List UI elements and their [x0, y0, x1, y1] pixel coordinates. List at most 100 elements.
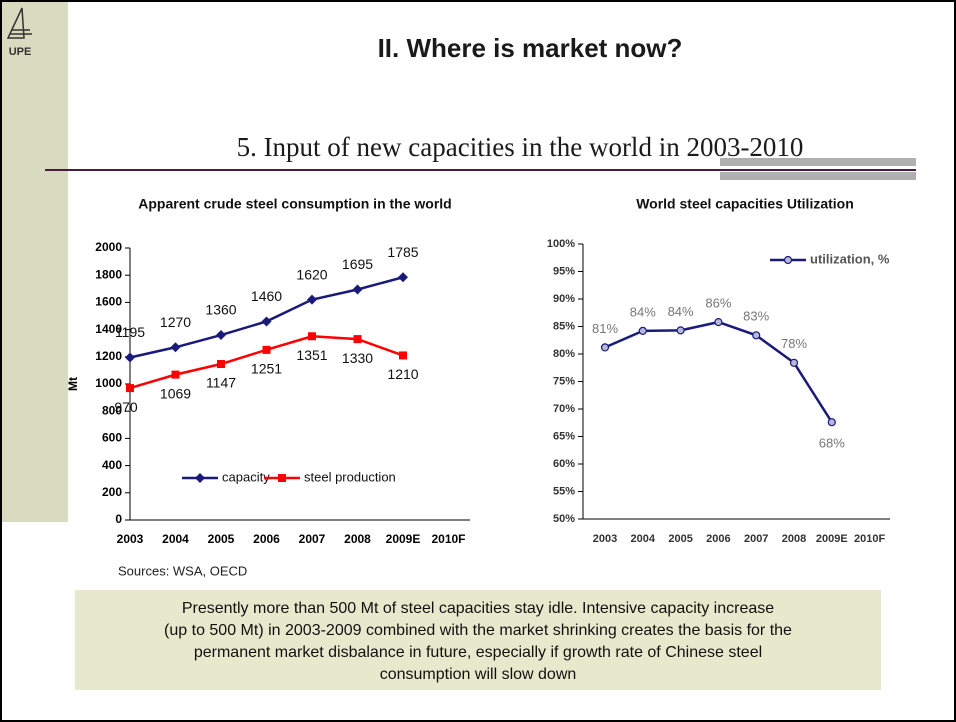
data-label: 1210	[387, 366, 418, 382]
legend-label: capacity	[222, 469, 270, 484]
marker	[171, 370, 180, 379]
x-tick-label: 2007	[299, 532, 326, 546]
legend-label: steel production	[304, 469, 396, 484]
data-label: 84%	[630, 304, 656, 319]
y-tick-label: 2000	[95, 240, 122, 254]
marker	[125, 352, 135, 363]
marker	[353, 335, 362, 344]
marker	[398, 272, 408, 283]
marker	[783, 255, 793, 265]
marker	[261, 316, 272, 327]
side-bar	[2, 2, 68, 522]
x-tick-label: 2004	[162, 532, 189, 546]
y-tick-label: 75%	[553, 375, 575, 387]
x-tick-label: 2010F	[431, 532, 465, 546]
data-label: 68%	[819, 436, 845, 451]
marker	[752, 331, 761, 340]
deco-bar	[720, 172, 916, 180]
x-tick-label: 2008	[344, 532, 371, 546]
marker	[195, 473, 205, 483]
marker	[307, 294, 317, 305]
x-tick-label: 2003	[593, 533, 617, 545]
marker	[399, 351, 407, 360]
x-tick-label: 2006	[253, 532, 280, 546]
marker	[676, 326, 685, 335]
data-label: 1147	[206, 375, 236, 391]
y-tick-label: 0	[115, 512, 122, 526]
x-tick-label: 2005	[668, 533, 692, 545]
chart-title: Apparent crude steel consumption in the …	[138, 196, 451, 212]
x-tick-label: 2008	[782, 533, 806, 545]
marker	[278, 474, 286, 482]
data-label: 86%	[705, 296, 731, 311]
marker	[308, 332, 316, 341]
logo-text: UPE	[9, 46, 32, 58]
y-tick-label: 200	[102, 485, 122, 499]
note-line: Presently more than 500 Mt of steel capa…	[182, 600, 774, 617]
logo: UPE	[6, 7, 32, 58]
sources: Sources: WSA, OECD	[118, 563, 247, 578]
note-line: consumption will slow down	[380, 666, 577, 683]
x-tick-label: 2010F	[854, 533, 885, 545]
marker	[216, 330, 226, 341]
marker	[170, 342, 181, 353]
y-tick-label: 55%	[553, 485, 575, 497]
chart-title: World steel capacities Utilization	[636, 196, 854, 212]
x-tick-label: 2009E	[816, 533, 848, 545]
data-label: 81%	[592, 321, 618, 336]
y-tick-label: 70%	[553, 403, 575, 415]
note-line: permanent market disbalance in future, e…	[194, 644, 762, 661]
data-label: 83%	[743, 309, 769, 324]
y-tick-label: 65%	[553, 430, 575, 442]
y-tick-label: 90%	[553, 293, 575, 305]
y-tick-label: 1200	[95, 349, 122, 363]
y-tick-label: 95%	[553, 265, 575, 277]
marker	[714, 318, 723, 327]
data-label: 1330	[342, 350, 373, 366]
x-tick-label: 2005	[208, 532, 235, 546]
data-label: 1251	[251, 361, 282, 377]
y-tick-label: 1000	[95, 376, 122, 390]
legend-label: utilization, %	[810, 251, 890, 266]
y-tick-label: 100%	[547, 238, 575, 250]
x-tick-label: 2003	[117, 532, 144, 546]
data-label: 1069	[160, 385, 191, 401]
note-box	[75, 590, 881, 690]
x-tick-label: 2009E	[386, 532, 421, 546]
x-tick-label: 2006	[706, 533, 730, 545]
marker	[600, 343, 610, 352]
y-tick-label: 1600	[95, 295, 122, 309]
marker	[827, 418, 836, 427]
data-label: 1785	[387, 244, 418, 260]
y-tick-label: 85%	[553, 320, 575, 332]
marker	[262, 345, 271, 354]
marker	[789, 358, 799, 367]
note-line: (up to 500 Mt) in 2003-2009 combined wit…	[164, 622, 792, 639]
y-tick-label: 800	[102, 403, 122, 417]
data-label: 1695	[342, 256, 373, 272]
x-tick-label: 2004	[631, 533, 656, 545]
y-tick-label: 1800	[95, 267, 122, 281]
y-tick-label: 1400	[95, 322, 122, 336]
marker	[638, 326, 647, 335]
data-label: 970	[114, 399, 138, 415]
y-tick-label: 60%	[553, 458, 575, 470]
marker	[352, 284, 363, 295]
slide-subtitle: 5. Input of new capacities in the world …	[237, 132, 804, 162]
y-tick-label: 600	[102, 431, 122, 445]
data-label: 1270	[160, 314, 191, 330]
y-tick-label: 50%	[553, 513, 575, 525]
data-label: 1351	[296, 347, 327, 363]
y-tick-label: 80%	[553, 348, 575, 360]
marker	[126, 384, 134, 393]
data-label: 1460	[251, 288, 282, 304]
x-tick-label: 2007	[744, 533, 768, 545]
y-axis-label: Mt	[66, 377, 80, 391]
slide-title: II. Where is market now?	[378, 33, 683, 63]
marker	[217, 360, 225, 369]
data-label: 1195	[115, 324, 145, 340]
data-label: 1360	[205, 302, 236, 318]
data-label: 78%	[781, 336, 807, 351]
data-label: 84%	[668, 304, 694, 319]
